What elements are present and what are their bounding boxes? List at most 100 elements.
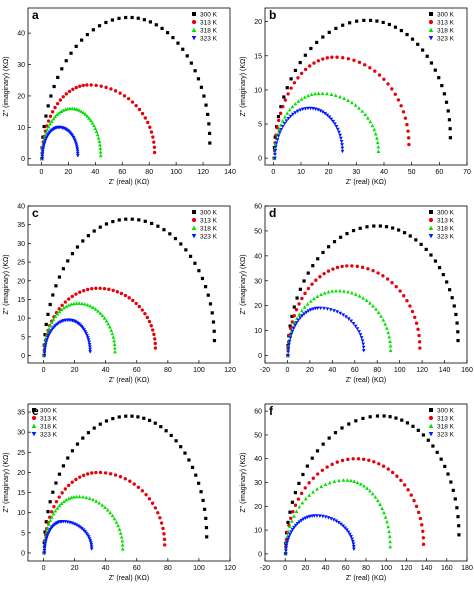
- data-point: [376, 144, 381, 149]
- data-point: [42, 143, 46, 147]
- data-point: [160, 26, 164, 31]
- data-point: [303, 53, 307, 57]
- legend-label: 323 K: [200, 233, 218, 240]
- data-point: [298, 287, 302, 291]
- series-318k: [42, 301, 117, 358]
- data-point: [134, 103, 138, 108]
- data-point: [67, 89, 72, 94]
- data-point: [40, 157, 45, 161]
- y-tick-label: 35: [17, 410, 25, 417]
- data-point: [78, 84, 82, 88]
- data-point: [74, 107, 79, 111]
- data-point: [60, 67, 64, 71]
- data-point: [388, 348, 393, 353]
- data-point: [385, 277, 390, 281]
- data-point: [382, 414, 386, 418]
- data-point: [309, 46, 313, 51]
- data-point: [120, 539, 125, 543]
- data-point: [303, 486, 307, 490]
- data-point: [363, 112, 368, 117]
- data-point: [67, 483, 71, 488]
- data-point: [386, 524, 391, 529]
- data-point: [341, 56, 345, 60]
- data-point: [334, 125, 339, 129]
- data-point: [447, 118, 452, 122]
- legend-label: 300 K: [40, 407, 58, 414]
- y-axis-label: Z" (imaginary) (KΩ): [3, 452, 10, 512]
- data-point: [85, 32, 89, 37]
- data-point: [325, 465, 329, 469]
- data-point: [340, 143, 344, 147]
- panel-e: 0 20 40 60 80 100 120 0 5 10 15 20 25 30 35 Z' (real) (…: [0, 396, 237, 594]
- data-point: [383, 515, 388, 519]
- data-point: [416, 428, 420, 432]
- data-point: [117, 415, 121, 419]
- data-point: [143, 219, 147, 223]
- data-point: [298, 316, 303, 320]
- data-point: [337, 130, 341, 135]
- y-tick-label: 0: [21, 550, 25, 557]
- data-point: [370, 491, 375, 496]
- series-313k: [40, 83, 157, 161]
- y-tick-label: 10: [254, 328, 262, 335]
- panel-letter: d: [269, 206, 276, 220]
- plot-frame: [27, 205, 231, 364]
- data-point: [446, 472, 450, 476]
- data-point: [371, 268, 375, 273]
- data-point: [303, 291, 307, 295]
- data-point: [332, 309, 336, 313]
- legend-marker: [192, 210, 196, 214]
- data-point: [46, 510, 50, 514]
- y-tick-label: 15: [17, 490, 25, 497]
- data-point: [405, 32, 409, 37]
- x-tick-label: 80: [373, 367, 381, 374]
- data-point: [350, 537, 354, 541]
- data-point: [287, 535, 291, 539]
- data-point: [361, 457, 366, 461]
- data-point: [292, 314, 296, 318]
- data-point: [326, 269, 331, 273]
- data-point: [149, 130, 154, 134]
- data-point: [162, 228, 166, 232]
- data-point: [113, 89, 118, 93]
- series-313k: [42, 470, 167, 555]
- data-point: [85, 533, 90, 537]
- data-point: [46, 119, 51, 123]
- data-point: [152, 145, 157, 149]
- y-tick-label: 40: [17, 31, 25, 38]
- x-tick-label: 120: [224, 565, 236, 572]
- data-point: [308, 514, 312, 519]
- data-point: [97, 501, 102, 505]
- legend-marker: [192, 12, 196, 16]
- data-point: [351, 539, 355, 544]
- x-axis-label: Z' (real) (KΩ): [346, 179, 386, 186]
- panel-c: 0 20 40 60 80 100 120 0 5 10 15 20 25 30 35 40 Z' (real)…: [0, 198, 237, 396]
- data-point: [414, 321, 419, 325]
- data-point: [287, 339, 292, 344]
- data-point: [183, 451, 187, 455]
- data-point: [210, 311, 214, 315]
- data-point: [457, 524, 461, 528]
- data-point: [118, 91, 122, 95]
- data-point: [108, 510, 113, 515]
- data-point: [43, 544, 47, 548]
- data-point: [456, 338, 460, 343]
- data-point: [66, 456, 70, 460]
- data-point: [376, 271, 380, 275]
- data-point: [128, 479, 132, 483]
- data-point: [55, 112, 60, 117]
- data-point: [43, 333, 47, 337]
- data-point: [44, 340, 49, 345]
- data-point: [341, 478, 346, 482]
- series-313k: [272, 55, 411, 160]
- data-point: [449, 480, 453, 484]
- data-point: [307, 481, 311, 485]
- data-point: [66, 496, 71, 501]
- data-point: [304, 310, 309, 315]
- x-tick-label: 40: [102, 367, 110, 374]
- data-point: [388, 539, 392, 544]
- data-point: [91, 28, 95, 32]
- y-tick-label: 30: [17, 430, 25, 437]
- data-point: [90, 287, 94, 291]
- data-point: [388, 344, 393, 348]
